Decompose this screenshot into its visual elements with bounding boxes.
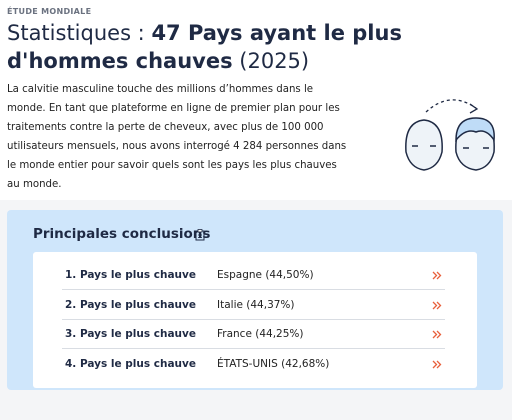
row-value: Espagne (44,50%) [217, 269, 314, 281]
title-part: Statistiques : [7, 21, 152, 45]
title: Statistiques : 47 Pays ayant le plus d'h… [7, 19, 487, 75]
row-label: 1. Pays le plus chauve [65, 269, 196, 281]
conclusion-row: 3. Pays le plus chauve France (44,25%) [62, 319, 445, 349]
intro: La calvitie masculine touche des million… [7, 84, 347, 190]
conclusions-heading: Principales conclusions [33, 226, 211, 242]
row-label: 2. Pays le plus chauve [65, 298, 196, 311]
row-value: France (44,25%) [217, 328, 304, 340]
conclusions: Principales conclusions 1. Pays le plus … [7, 210, 503, 390]
row-label: 4. Pays le plus chauve [65, 357, 196, 370]
chevron[interactable] [432, 301, 442, 310]
conclusion-row: 1. Pays le plus chauve Espagne (44,50%) [62, 260, 445, 290]
chevron[interactable] [432, 330, 442, 339]
conclusions-card: 1. Pays le plus chauve Espagne (44,50%) 2.… [33, 252, 477, 388]
title-emphasis: 47 Pays ayant le plus d'hommes chauves [7, 21, 402, 73]
row-label: 3. Pays le plus chauve [65, 328, 196, 340]
title-part: (2025) [232, 49, 310, 73]
illustration [405, 99, 495, 171]
conclusion-row: 2. Pays le plus chauve Italie (44,37%) [62, 290, 445, 320]
chevron[interactable] [432, 360, 442, 369]
row-value: Italie (44,37%) [217, 298, 295, 311]
clipboard-icon [195, 229, 205, 241]
chevron[interactable] [432, 271, 442, 280]
header: ÉTUDE MONDIALE Statistiques : 47 Pays ay… [0, 0, 512, 200]
conclusion-row: 4. Pays le plus chauve ÉTATS-UNIS (42,68%… [62, 349, 445, 378]
row-value: ÉTATS-UNIS (42,68%) [217, 357, 330, 370]
kicker: ÉTUDE MONDIALE [7, 7, 92, 16]
